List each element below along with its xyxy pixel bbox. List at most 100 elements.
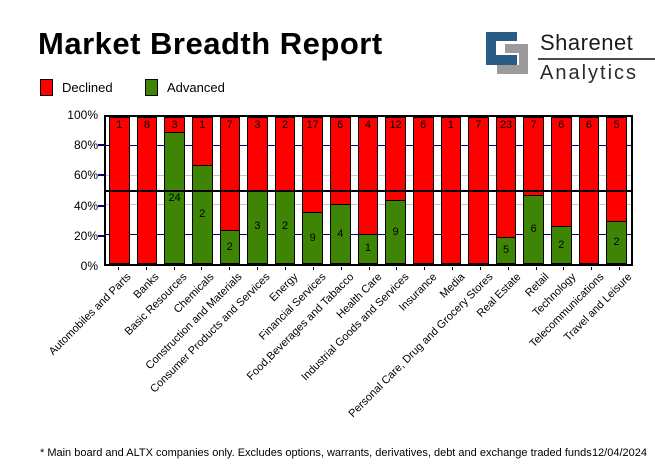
y-axis-label: 40% (73, 198, 98, 213)
declined-segment: 7 (523, 117, 544, 197)
legend-item-advanced: Advanced (145, 79, 225, 96)
y-axis-tick (98, 174, 104, 177)
logo-divider (538, 58, 655, 60)
advanced-segment: 6 (523, 196, 544, 264)
declined-count-label: 6 (337, 119, 344, 131)
x-axis-tick (117, 267, 119, 270)
x-axis-tick (229, 267, 231, 270)
x-axis-tick (368, 267, 370, 270)
advanced-count-label: 2 (558, 238, 565, 251)
declined-count-label: 6 (558, 119, 565, 131)
declined-segment: 3 (164, 117, 185, 134)
declined-segment: 1 (191, 117, 213, 166)
x-axis-tick (452, 267, 454, 270)
declined-count-label: 1 (116, 119, 123, 131)
declined-segment: 4 (357, 117, 379, 235)
advanced-count-label: 4 (337, 227, 344, 240)
stacked-bar-industrial-goods-and-services: 12 9 (385, 117, 406, 264)
y-axis-label: 60% (73, 168, 98, 183)
page-title: Market Breadth Report (38, 26, 383, 61)
x-axis-tick (173, 267, 175, 270)
declined-count-label: 7 (475, 119, 482, 131)
advanced-segment: 9 (302, 213, 323, 264)
declined-count-label: 7 (226, 119, 233, 131)
x-axis-tick (340, 267, 342, 270)
x-axis-tick (424, 267, 426, 270)
advanced-count-label: 3 (254, 220, 261, 233)
advanced-count-label: 9 (309, 231, 316, 244)
declined-segment: 12 (385, 117, 406, 201)
advanced-count-label: 2 (613, 236, 620, 248)
x-axis-tick (145, 267, 147, 270)
advanced-count-label: 2 (199, 208, 206, 220)
declined-segment: 17 (302, 117, 323, 214)
advanced-count-label: 2 (226, 240, 233, 253)
y-axis-label: 0% (80, 259, 98, 273)
x-axis-tick (535, 267, 537, 270)
declined-count-label: 17 (306, 119, 319, 131)
bar-slot: 3 24 (161, 117, 189, 264)
declined-segment: 2 (274, 117, 296, 191)
declined-count-label: 1 (199, 119, 206, 131)
legend-label-advanced: Advanced (167, 80, 225, 95)
declined-count-label: 1 (447, 119, 454, 131)
declined-segment: 7 (219, 117, 241, 232)
declined-swatch-icon (40, 79, 53, 96)
x-axis-tick (591, 267, 593, 270)
stacked-bar-financial-services: 17 9 (302, 117, 323, 264)
stacked-bar-basic-resources: 3 24 (164, 117, 185, 264)
advanced-count-label: 1 (364, 242, 371, 255)
declined-segment: 5 (606, 117, 627, 222)
advanced-segment: 1 (357, 234, 379, 264)
stacked-bar-real-estate: 23 5 (495, 117, 517, 264)
legend-label-declined: Declined (62, 80, 113, 95)
declined-count-label: 6 (585, 119, 592, 131)
advanced-count-label: 5 (503, 243, 510, 256)
logo-brand-name: Sharenet (540, 30, 634, 55)
advanced-segment: 2 (606, 222, 627, 264)
advanced-count-label: 9 (392, 225, 399, 238)
declined-count-label: 8 (143, 119, 150, 131)
footnote: * Main board and ALTX companies only. Ex… (40, 447, 592, 459)
declined-count-label: 3 (171, 119, 178, 131)
sharenet-logo: Sharenet Analytics (484, 30, 655, 85)
x-axis-tick (257, 267, 259, 270)
report-date: 12/04/2024 (591, 447, 647, 459)
declined-count-label: 6 (420, 119, 427, 131)
y-axis-label: 80% (73, 138, 98, 153)
plot-area: 1 8 3 24 1 2 7 2 3 3 2 2 17 9 6 4 4 1 12 9 6 1 7 23 5 7 6 6 2 6 5 2 (104, 115, 633, 266)
advanced-segment: 4 (330, 205, 351, 264)
advanced-segment: 9 (385, 201, 406, 264)
y-axis-label: 20% (73, 228, 98, 243)
logo-text: Sharenet Analytics (538, 30, 655, 85)
declined-count-label: 5 (613, 119, 620, 131)
bar-slot: 12 9 (382, 117, 410, 264)
advanced-count-label: 6 (530, 223, 537, 236)
declined-segment: 6 (330, 117, 351, 206)
x-axis-tick (507, 267, 509, 270)
declined-count-label: 7 (530, 119, 537, 131)
advanced-segment: 2 (274, 190, 296, 264)
declined-count-label: 23 (499, 119, 513, 131)
y-axis-label: 100% (67, 108, 98, 122)
bar-slot: 23 5 (493, 117, 521, 264)
logo-sub-name: Analytics (540, 62, 639, 84)
declined-segment: 6 (551, 117, 572, 228)
advanced-segment: 5 (495, 237, 517, 264)
x-axis-tick (479, 267, 481, 270)
declined-segment: 23 (495, 117, 517, 238)
advanced-swatch-icon (145, 79, 158, 96)
